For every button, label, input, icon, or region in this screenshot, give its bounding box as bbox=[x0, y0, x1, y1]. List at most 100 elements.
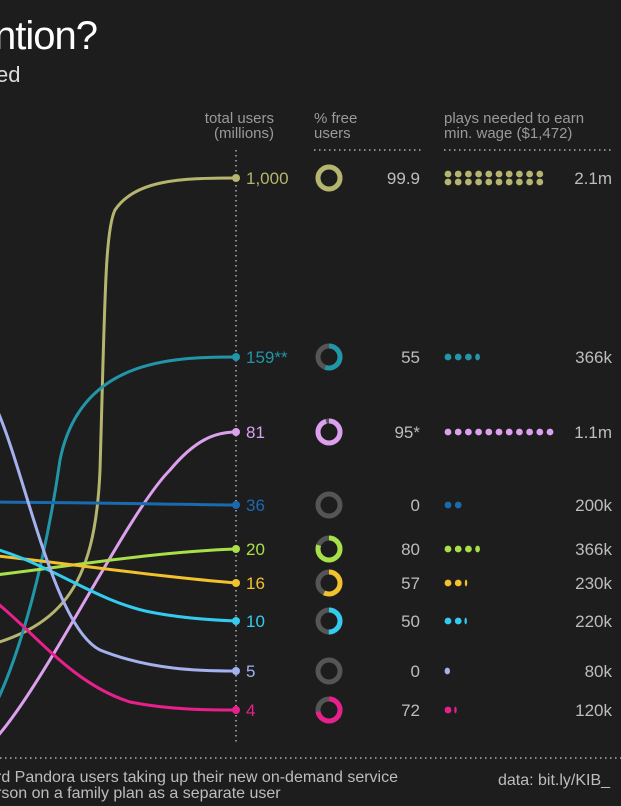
plays-dot bbox=[485, 170, 493, 178]
free-donut-arc bbox=[315, 418, 343, 446]
free-donut-base bbox=[315, 657, 343, 685]
free-pct-label: 72 bbox=[401, 701, 420, 720]
users-value-label: 20 bbox=[246, 540, 265, 559]
free-donut-arc bbox=[315, 535, 343, 563]
free-donut-arc bbox=[315, 164, 343, 192]
plays-dot bbox=[505, 178, 513, 186]
plays-dot bbox=[536, 178, 544, 186]
plays-dot-partial bbox=[444, 667, 451, 675]
plays-dot bbox=[485, 178, 493, 186]
free-donut-arc bbox=[315, 569, 343, 597]
plays-dot bbox=[444, 178, 452, 186]
series-curve bbox=[0, 413, 237, 673]
plays-value-label: 366k bbox=[575, 348, 612, 367]
series-curve bbox=[0, 547, 237, 576]
plays-dot bbox=[454, 579, 462, 587]
plays-dot bbox=[516, 428, 523, 436]
header-total-users: total users (millions) bbox=[192, 111, 274, 141]
plays-dot bbox=[505, 428, 513, 436]
plays-value-label: 2.1m bbox=[574, 169, 612, 188]
plays-dot bbox=[465, 545, 472, 553]
users-value-label: 1,000 bbox=[246, 169, 289, 188]
free-pct-label: 99.9 bbox=[387, 169, 420, 188]
plays-value-label: 220k bbox=[575, 612, 612, 631]
free-pct-label: 95* bbox=[394, 423, 420, 442]
free-pct-label: 80 bbox=[401, 540, 420, 559]
plays-dot bbox=[495, 178, 503, 186]
header-free-users-line1: % free bbox=[314, 110, 358, 127]
plays-dot-partial bbox=[475, 353, 480, 361]
plays-dot bbox=[526, 428, 533, 436]
curves-layer bbox=[0, 176, 237, 736]
users-value-label: 10 bbox=[246, 612, 265, 631]
plays-dot bbox=[444, 501, 452, 509]
plays-dot bbox=[454, 617, 462, 625]
free-pct-label: 57 bbox=[401, 574, 420, 593]
plays-dot bbox=[444, 428, 452, 436]
users-value-label: 36 bbox=[246, 496, 265, 515]
series-curve bbox=[0, 603, 237, 712]
axis-point bbox=[232, 501, 240, 509]
users-value-label: 159** bbox=[246, 348, 288, 367]
plays-value-label: 80k bbox=[585, 662, 613, 681]
plays-dot bbox=[465, 178, 472, 186]
users-value-label: 16 bbox=[246, 574, 265, 593]
plays-dot bbox=[475, 428, 482, 436]
plays-dot bbox=[536, 428, 544, 436]
plays-dot bbox=[444, 353, 452, 361]
free-pct-label: 0 bbox=[411, 662, 420, 681]
page-title: ntion? bbox=[0, 14, 98, 58]
users-value-label: 81 bbox=[246, 423, 265, 442]
free-donut-arc bbox=[315, 343, 343, 371]
free-pct-label: 0 bbox=[411, 496, 420, 515]
free-donut-arc bbox=[315, 696, 343, 724]
plays-dot bbox=[495, 170, 503, 178]
rows-layer: 1,000 99.9 2.1m 159** 55 366k 81 95* 1.1m 36 0 200k… bbox=[232, 164, 613, 724]
data-source: data: bit.ly/KIB_ bbox=[498, 772, 611, 789]
free-pct-label: 55 bbox=[401, 348, 420, 367]
axis-point bbox=[232, 428, 240, 436]
axis-point bbox=[232, 174, 240, 182]
plays-dot bbox=[454, 178, 462, 186]
plays-dot bbox=[444, 617, 452, 625]
header-free-users: % free users bbox=[314, 111, 357, 141]
users-value-label: 5 bbox=[246, 662, 255, 681]
header-total-users-line2: (millions) bbox=[214, 125, 274, 142]
plays-dot bbox=[516, 170, 523, 178]
header-plays-needed: plays needed to earn min. wage ($1,472) bbox=[444, 111, 584, 141]
series-curve bbox=[0, 355, 237, 699]
plays-dot bbox=[444, 579, 452, 587]
plays-value-label: 230k bbox=[575, 574, 612, 593]
free-donut-base bbox=[315, 491, 343, 519]
footnote-line1: rd Pandora users taking up their new on-… bbox=[0, 769, 398, 786]
header-plays-line1: plays needed to earn bbox=[444, 110, 585, 127]
plays-dot-partial bbox=[464, 617, 467, 625]
header-total-users-line1: total users bbox=[204, 110, 274, 127]
plays-value-label: 1.1m bbox=[574, 423, 612, 442]
plays-dot bbox=[495, 428, 503, 436]
header-free-users-line2: users bbox=[314, 125, 351, 142]
plays-dot bbox=[465, 353, 472, 361]
series-curve bbox=[0, 548, 237, 623]
plays-dot bbox=[475, 170, 482, 178]
series-curve bbox=[0, 430, 237, 736]
plays-dot-partial bbox=[475, 545, 480, 553]
series-curve bbox=[0, 500, 237, 507]
plays-dot bbox=[454, 545, 462, 553]
plays-value-label: 120k bbox=[575, 701, 612, 720]
plays-dot bbox=[475, 178, 482, 186]
plays-dot bbox=[444, 545, 452, 553]
plays-dot bbox=[546, 428, 554, 436]
plays-dot bbox=[454, 501, 462, 509]
plays-value-label: 200k bbox=[575, 496, 612, 515]
users-value-label: 4 bbox=[246, 701, 255, 720]
axis-point bbox=[232, 579, 240, 587]
plays-dot-partial bbox=[464, 579, 468, 587]
footnote-line2: rson on a family plan as a separate user bbox=[0, 785, 281, 802]
header-plays-line2: min. wage ($1,472) bbox=[444, 125, 573, 142]
plays-dot bbox=[516, 178, 523, 186]
page-subtitle: ed bbox=[0, 62, 21, 87]
plays-dot bbox=[444, 170, 452, 178]
free-pct-label: 50 bbox=[401, 612, 420, 631]
